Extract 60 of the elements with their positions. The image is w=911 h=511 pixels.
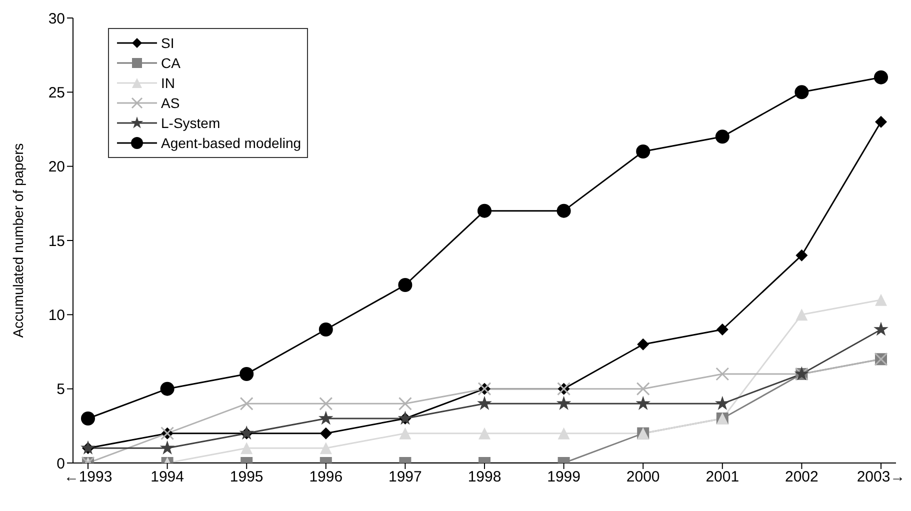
x-tick-label: 1996 bbox=[309, 468, 343, 486]
x-tick-label: 1994 bbox=[150, 468, 184, 486]
point bbox=[636, 144, 650, 158]
point bbox=[160, 440, 175, 454]
x-tick-label: 2002 bbox=[785, 468, 818, 486]
point bbox=[478, 427, 490, 440]
point bbox=[318, 410, 334, 425]
point bbox=[320, 442, 332, 454]
point bbox=[875, 294, 887, 306]
legend-label: Agent-based modeling bbox=[161, 135, 302, 151]
legend-label: L-System bbox=[161, 115, 220, 131]
point bbox=[399, 427, 412, 440]
legend-label: AS bbox=[161, 95, 180, 111]
y-tick-label: 15 bbox=[48, 232, 65, 250]
y-tick-label: 30 bbox=[48, 10, 65, 28]
x-tick-label: 1997 bbox=[388, 468, 422, 486]
point bbox=[796, 308, 808, 321]
y-tick-label: 25 bbox=[48, 84, 65, 102]
y-tick-label: 5 bbox=[56, 381, 65, 398]
legend-label: SI bbox=[161, 35, 174, 51]
point bbox=[318, 322, 333, 336]
point bbox=[81, 412, 95, 426]
point bbox=[478, 204, 492, 218]
point bbox=[636, 396, 651, 410]
point bbox=[160, 382, 174, 396]
point bbox=[477, 396, 492, 410]
point bbox=[556, 396, 572, 410]
point bbox=[716, 324, 728, 336]
legend-label: CA bbox=[161, 55, 180, 71]
y-tick-label: 20 bbox=[48, 158, 65, 176]
x-tick-label: ←1993 bbox=[64, 468, 112, 486]
point bbox=[874, 322, 888, 336]
point bbox=[796, 249, 808, 262]
point bbox=[398, 278, 412, 292]
point bbox=[240, 396, 254, 410]
point bbox=[240, 367, 254, 381]
point bbox=[558, 427, 570, 440]
x-tick-label: 1995 bbox=[230, 468, 264, 486]
point bbox=[398, 396, 412, 410]
point bbox=[320, 427, 332, 440]
y-tick-label: 0 bbox=[56, 455, 65, 472]
point bbox=[556, 204, 571, 218]
x-tick-label: 2000 bbox=[626, 468, 660, 486]
x-tick-label: 1998 bbox=[468, 468, 502, 486]
point bbox=[875, 116, 887, 128]
point bbox=[240, 442, 253, 454]
x-tick-label: 2001 bbox=[706, 468, 740, 486]
point bbox=[636, 382, 650, 396]
y-axis-title: Accumulated number of papers bbox=[10, 143, 26, 338]
point bbox=[714, 396, 730, 410]
point bbox=[637, 338, 650, 350]
point bbox=[319, 396, 333, 410]
point bbox=[715, 130, 730, 144]
point bbox=[874, 70, 888, 84]
x-tick-label: 1999 bbox=[547, 468, 580, 486]
point bbox=[794, 85, 809, 100]
point bbox=[716, 367, 730, 381]
x-tick-label: 2003→ bbox=[856, 468, 906, 486]
legend-label: IN bbox=[161, 75, 175, 91]
y-tick-label: 10 bbox=[48, 306, 65, 324]
